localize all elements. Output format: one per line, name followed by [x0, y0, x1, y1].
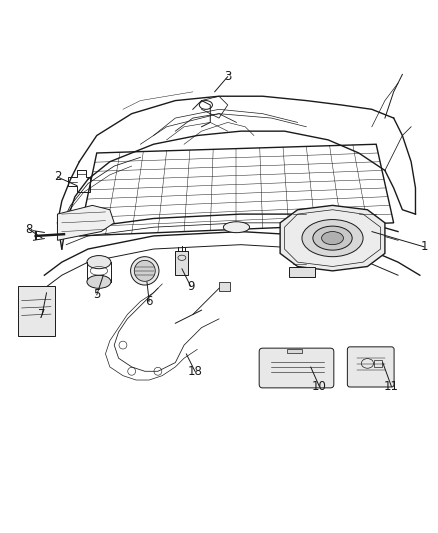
Ellipse shape: [321, 231, 343, 245]
Bar: [18, 286, 55, 336]
Ellipse shape: [87, 275, 111, 288]
FancyBboxPatch shape: [259, 348, 334, 388]
Polygon shape: [280, 205, 385, 271]
Polygon shape: [57, 205, 114, 240]
Bar: [374, 360, 382, 367]
Text: 18: 18: [187, 365, 202, 378]
Ellipse shape: [87, 256, 111, 269]
Text: 2: 2: [54, 171, 61, 183]
Text: 11: 11: [384, 380, 399, 393]
Text: 7: 7: [39, 308, 46, 321]
Bar: [175, 251, 188, 275]
Bar: [287, 349, 302, 353]
Text: 10: 10: [312, 380, 327, 393]
Text: 1: 1: [420, 240, 428, 253]
Bar: [219, 282, 230, 290]
Bar: [289, 266, 315, 277]
Text: 8: 8: [25, 223, 33, 236]
Ellipse shape: [131, 257, 159, 285]
Ellipse shape: [313, 226, 352, 250]
Ellipse shape: [223, 222, 250, 233]
Text: 5: 5: [93, 288, 100, 301]
FancyBboxPatch shape: [347, 347, 394, 387]
Ellipse shape: [134, 261, 155, 281]
Ellipse shape: [302, 220, 363, 257]
Text: 3: 3: [224, 70, 231, 83]
Text: 9: 9: [187, 280, 194, 293]
Text: 6: 6: [145, 295, 153, 308]
